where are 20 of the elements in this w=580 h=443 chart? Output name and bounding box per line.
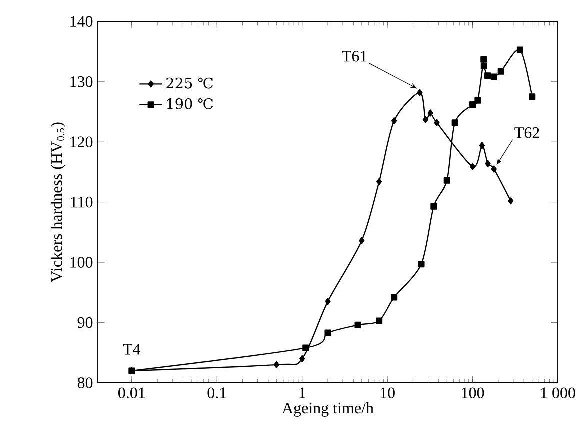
y-tick-label: 140 (70, 16, 93, 28)
y-tick-label: 90 (78, 317, 93, 328)
annotation: T62 (514, 128, 540, 138)
y-axis-title: Vickers hardness (HV$_{0.5}$) (50, 122, 66, 282)
annotation: T4 (123, 344, 141, 355)
legend-label: 225 ℃ (166, 78, 214, 89)
x-tick-label: 10 (380, 388, 395, 398)
x-tick-label: 1 000 (541, 388, 576, 398)
x-tick-label: 1 (300, 388, 306, 398)
x-tick-label: 0.1 (208, 388, 226, 399)
x-axis-title: Ageing time/h (282, 402, 374, 417)
y-tick-label: 100 (70, 257, 93, 268)
y-tick-label: 120 (70, 136, 93, 148)
legend-label: 190 ℃ (167, 98, 214, 110)
x-tick-label: 0.01 (118, 388, 145, 399)
y-tick-label: 130 (70, 76, 93, 88)
x-tick-label: 100 (462, 388, 484, 398)
y-tick-label: 110 (71, 196, 93, 208)
y-tick-label: 80 (78, 378, 93, 388)
annotation: T61 (342, 51, 367, 62)
